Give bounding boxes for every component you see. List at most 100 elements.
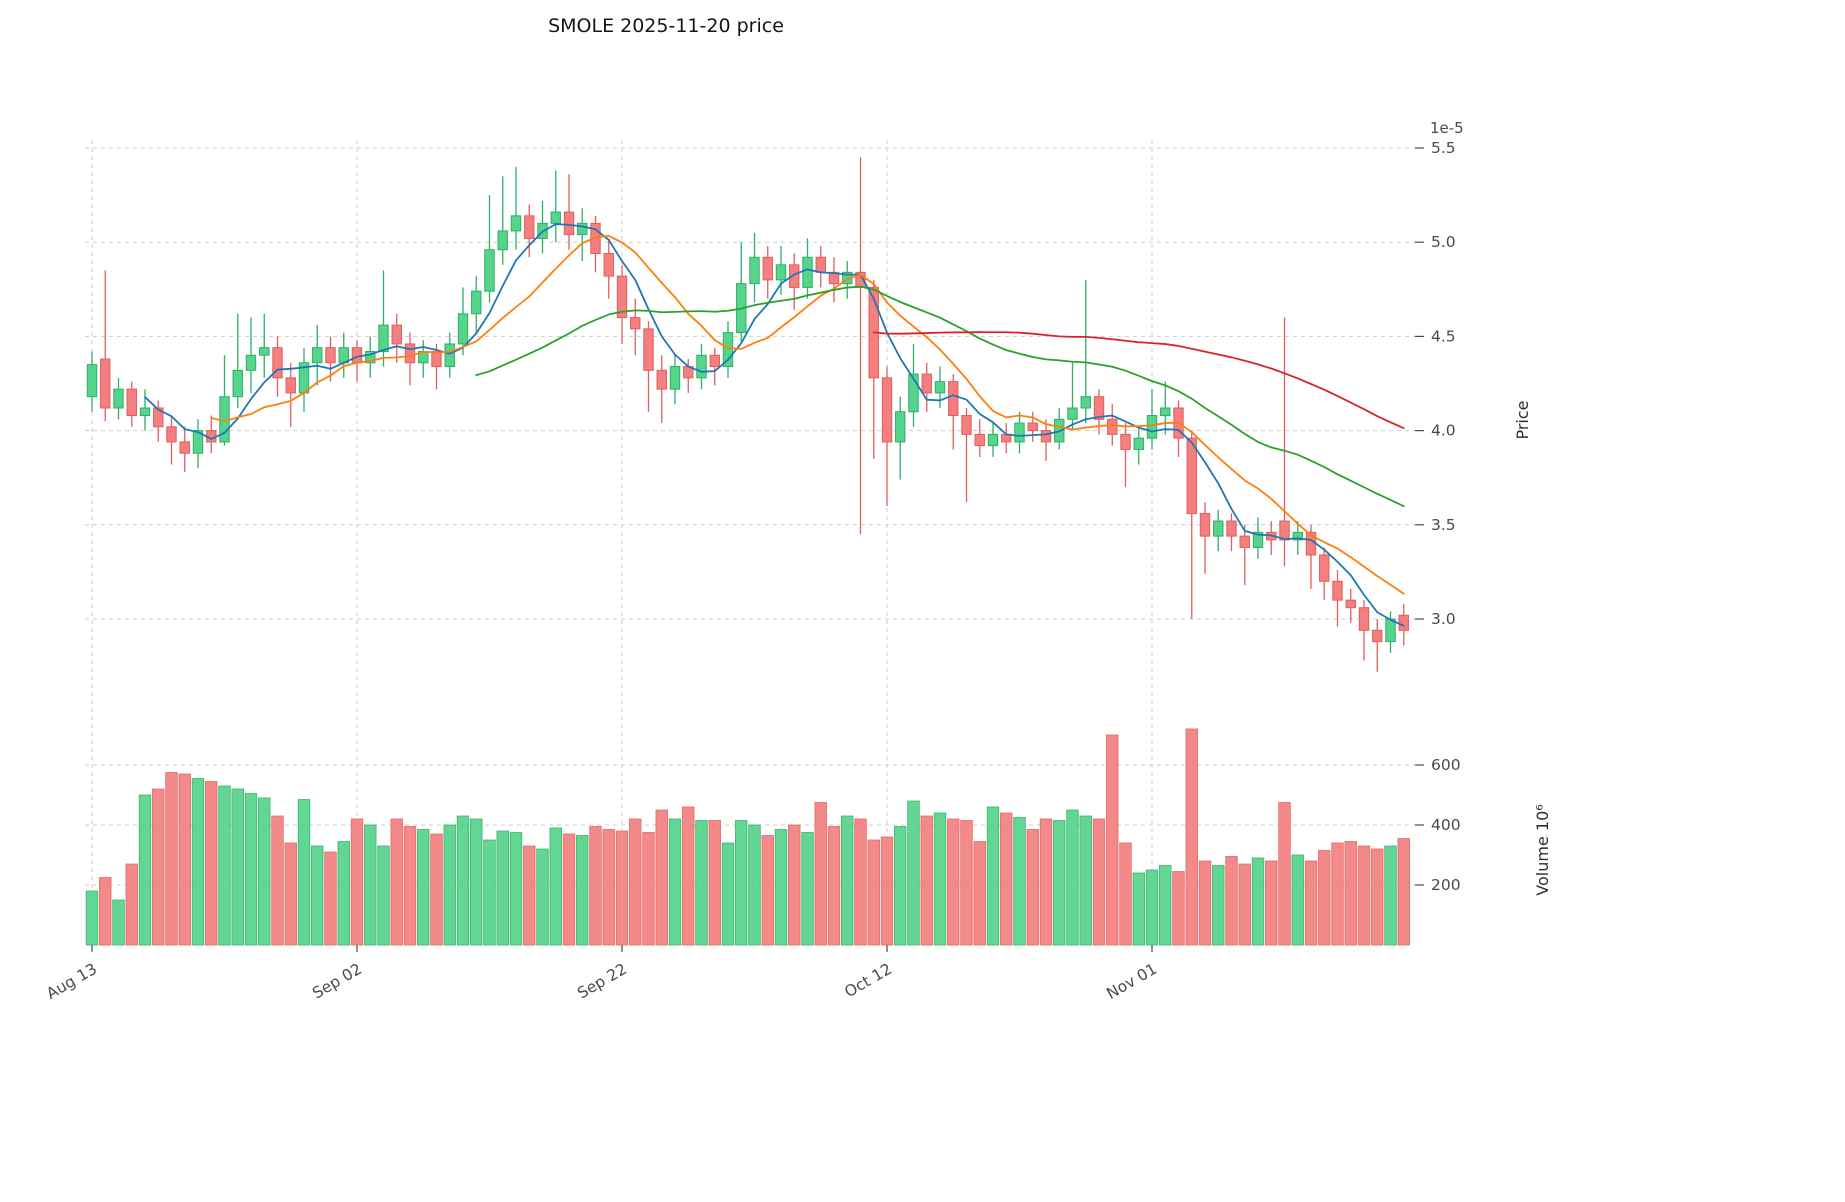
date-tick-label: Sep 22	[574, 960, 630, 1003]
candle-body	[762, 256, 773, 281]
candle-body	[749, 256, 760, 285]
volume-bar	[443, 824, 456, 946]
volume-bar	[788, 824, 801, 946]
volume-bar	[562, 833, 576, 946]
candle-body	[232, 369, 243, 398]
volume-bar	[364, 824, 377, 946]
volume-bar	[682, 806, 695, 946]
candle-body	[1146, 415, 1158, 439]
price-tick-label: 3.0	[1431, 610, 1456, 628]
candle-body	[1292, 531, 1303, 541]
candle-body	[921, 373, 932, 394]
volume-bar	[814, 802, 827, 946]
candle-body	[365, 350, 376, 364]
candle-body	[577, 222, 588, 236]
volume-bar	[1397, 838, 1410, 946]
volume-tick-label: 200	[1431, 876, 1461, 894]
volume-bar	[218, 785, 231, 946]
candle-body	[987, 433, 999, 447]
volume-bar	[1331, 842, 1344, 946]
candle-body	[126, 388, 137, 417]
volume-bar	[430, 833, 443, 946]
candle-body	[245, 354, 257, 371]
volume-bar	[695, 820, 708, 946]
volume-bar	[1304, 860, 1318, 946]
candle-body	[312, 347, 323, 364]
candle-body	[1252, 531, 1264, 548]
candle-body	[431, 350, 442, 368]
volume-bar	[1026, 829, 1039, 946]
volume-bar	[973, 841, 986, 946]
candle-body	[948, 381, 959, 417]
volume-bar	[668, 818, 682, 946]
volume-bar	[947, 818, 960, 946]
volume-bar	[1318, 850, 1331, 946]
volume-bar	[841, 815, 854, 946]
candles-group	[86, 157, 1409, 672]
price-tick-label: 5.0	[1431, 233, 1456, 251]
moving-average-lines-group	[144, 223, 1405, 627]
volume-bar	[602, 829, 615, 946]
volume-bar	[231, 788, 244, 946]
volume-bar	[589, 826, 602, 946]
candle-body	[550, 211, 561, 224]
price-axis-title: Price	[1513, 400, 1532, 439]
ma-line-30	[475, 285, 1405, 508]
candle-body	[1093, 396, 1105, 420]
volume-bar	[1066, 809, 1079, 946]
volume-bar	[258, 797, 271, 946]
ma-line-10	[210, 234, 1405, 595]
candle-body	[1358, 607, 1370, 631]
volume-bar	[721, 842, 735, 946]
candle-body	[1332, 580, 1343, 601]
price-tick-label: 3.5	[1431, 516, 1456, 534]
volume-bar	[178, 773, 191, 946]
volume-bar	[311, 845, 324, 946]
candle-body	[1027, 422, 1038, 432]
volume-bar	[735, 820, 748, 946]
candle-body	[1186, 437, 1197, 515]
candle-body	[1014, 422, 1025, 443]
candle-body	[524, 215, 535, 239]
candle-body	[974, 433, 985, 447]
volume-bar	[112, 899, 125, 946]
volume-tick-label: 400	[1431, 816, 1461, 834]
ma-line-5	[144, 223, 1405, 627]
volume-bar	[1344, 841, 1357, 946]
candle-body	[1279, 520, 1290, 541]
volume-bar	[138, 794, 152, 946]
candle-body	[113, 388, 124, 409]
candle-body	[285, 377, 296, 394]
candle-body	[1080, 396, 1091, 409]
candle-body	[590, 222, 601, 254]
candle-body	[510, 215, 522, 232]
price-tick-label: 4.0	[1431, 422, 1456, 440]
volume-bar	[986, 806, 1000, 946]
candle-body	[696, 354, 707, 379]
volume-bar	[827, 826, 841, 946]
candle-body	[325, 347, 336, 364]
candle-body	[802, 256, 813, 288]
candle-body	[1160, 407, 1171, 417]
volume-bar	[576, 835, 589, 946]
volume-bar	[1159, 865, 1172, 946]
candle-body	[656, 369, 667, 390]
volume-bar	[933, 812, 947, 946]
candle-body	[153, 407, 164, 428]
candle-body	[616, 275, 628, 319]
candle-body	[378, 324, 389, 352]
volume-bar	[615, 830, 629, 946]
volume-bar	[456, 815, 470, 946]
volume-axis-title: Volume 10⁶	[1533, 804, 1552, 895]
candle-body	[166, 426, 177, 443]
candle-body	[404, 343, 416, 364]
candle-body	[1239, 535, 1250, 548]
volume-tick-label: 600	[1431, 756, 1461, 774]
volume-bar	[854, 818, 867, 946]
volume-bar	[536, 848, 549, 946]
volume-bar	[642, 832, 655, 946]
candle-body	[497, 230, 508, 251]
volume-bar	[801, 832, 814, 946]
volume-bar	[509, 832, 523, 946]
